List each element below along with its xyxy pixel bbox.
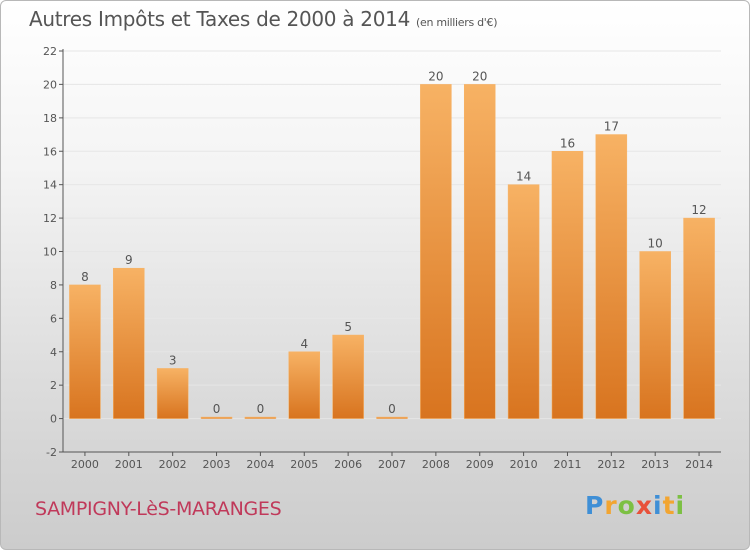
- bar-2003: [200, 416, 233, 419]
- data-label-2009: 20: [472, 69, 487, 83]
- logo-letter: t: [662, 491, 676, 520]
- data-label-2007: 0: [388, 402, 396, 416]
- x-tick-label-2002: 2002: [159, 458, 187, 471]
- y-tick-label: 16: [43, 145, 57, 158]
- unit-label: (en milliers d'€): [416, 16, 498, 29]
- y-tick-label: 12: [43, 212, 57, 225]
- logo-letter: o: [617, 491, 636, 520]
- logo-letter: i: [653, 491, 663, 520]
- x-tick-label-2000: 2000: [71, 458, 99, 471]
- x-tick-label-2001: 2001: [115, 458, 143, 471]
- x-tick-label-2009: 2009: [466, 458, 494, 471]
- x-tick-label-2013: 2013: [641, 458, 669, 471]
- x-tick-label-2010: 2010: [510, 458, 538, 471]
- bar-2000: [69, 284, 101, 419]
- data-label-2006: 5: [344, 320, 352, 334]
- x-tick-label-2014: 2014: [685, 458, 713, 471]
- y-tick-label: 0: [50, 413, 57, 426]
- y-tick-label: 10: [43, 246, 57, 259]
- bar-2010: [507, 184, 540, 419]
- x-tick-label-2012: 2012: [597, 458, 625, 471]
- data-label-2001: 9: [125, 253, 133, 267]
- data-label-2014: 12: [691, 203, 706, 217]
- commune-name: SAMPIGNY-LèS-MARANGES: [35, 498, 282, 520]
- data-label-2008: 20: [428, 69, 443, 83]
- bar-2008: [420, 84, 452, 419]
- data-label-2011: 16: [560, 136, 575, 150]
- bar-2001: [113, 267, 145, 419]
- y-tick-label: 14: [43, 179, 57, 192]
- bar-2004: [244, 416, 277, 419]
- logo-letter: x: [635, 491, 653, 520]
- bars: 8 9 3 0 0 4 5 0 20 20 14 16 17 10 12: [69, 69, 715, 419]
- data-label-2003: 0: [213, 402, 221, 416]
- x-tick-label-2006: 2006: [334, 458, 362, 471]
- data-label-2004: 0: [257, 402, 265, 416]
- y-tick-label: 22: [43, 45, 57, 58]
- data-label-2005: 4: [300, 337, 308, 351]
- data-label-2012: 17: [604, 120, 619, 134]
- bar-2002: [156, 368, 189, 419]
- logo-letter: P: [585, 491, 605, 520]
- data-label-2000: 8: [81, 270, 89, 284]
- x-tick-label-2004: 2004: [246, 458, 274, 471]
- x-tick-label-2011: 2011: [553, 458, 581, 471]
- x-tick-label-2008: 2008: [422, 458, 450, 471]
- logo-letter: r: [604, 491, 618, 520]
- x-tick-label-2007: 2007: [378, 458, 406, 471]
- y-tick-label: -2: [46, 446, 57, 459]
- chart-title: Autres Impôts et Taxes de 2000 à 2014 (en…: [29, 7, 497, 31]
- bar-2006: [332, 334, 364, 419]
- y-tick-label: 18: [43, 112, 57, 125]
- data-label-2010: 14: [516, 170, 531, 184]
- y-tick-label: 20: [43, 78, 57, 91]
- bar-2009: [463, 84, 496, 419]
- x-tick-label-2005: 2005: [290, 458, 318, 471]
- logo-letter: i: [675, 491, 686, 520]
- y-tick-label: 8: [50, 279, 57, 292]
- data-label-2002: 3: [169, 353, 177, 367]
- bar-2013: [639, 251, 671, 419]
- y-tick-label: 4: [50, 346, 57, 359]
- bar-2014: [683, 217, 715, 419]
- y-tick-label: 2: [50, 379, 57, 392]
- data-label-2013: 10: [648, 237, 663, 251]
- bar-2007: [376, 416, 408, 419]
- bar-2012: [595, 134, 628, 419]
- proxiti-logo[interactable]: Proxiti: [585, 491, 685, 520]
- y-tick-label: 6: [50, 312, 57, 325]
- x-tick-label-2003: 2003: [203, 458, 231, 471]
- bar-2011: [551, 151, 584, 419]
- title-text: Autres Impôts et Taxes de 2000 à 2014: [29, 7, 410, 31]
- bar-2005: [288, 351, 321, 419]
